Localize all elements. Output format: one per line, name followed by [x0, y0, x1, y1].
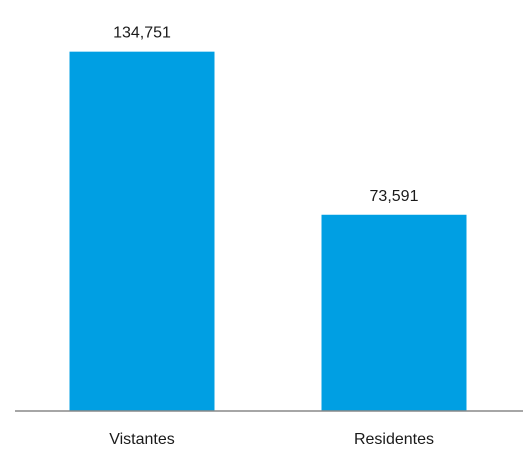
- bar-residentes: [321, 214, 467, 411]
- bar-vistantes: [69, 51, 215, 411]
- data-label-vistantes: 134,751: [113, 25, 171, 42]
- bars-group: [69, 51, 467, 411]
- x-tick-labels-group: Vistantes Residentes: [109, 431, 434, 448]
- x-tick-label-vistantes: Vistantes: [109, 431, 175, 448]
- x-tick-label-residentes: Residentes: [354, 431, 434, 448]
- data-labels-group: 134,751 73,591: [113, 25, 418, 205]
- data-label-residentes: 73,591: [370, 188, 419, 205]
